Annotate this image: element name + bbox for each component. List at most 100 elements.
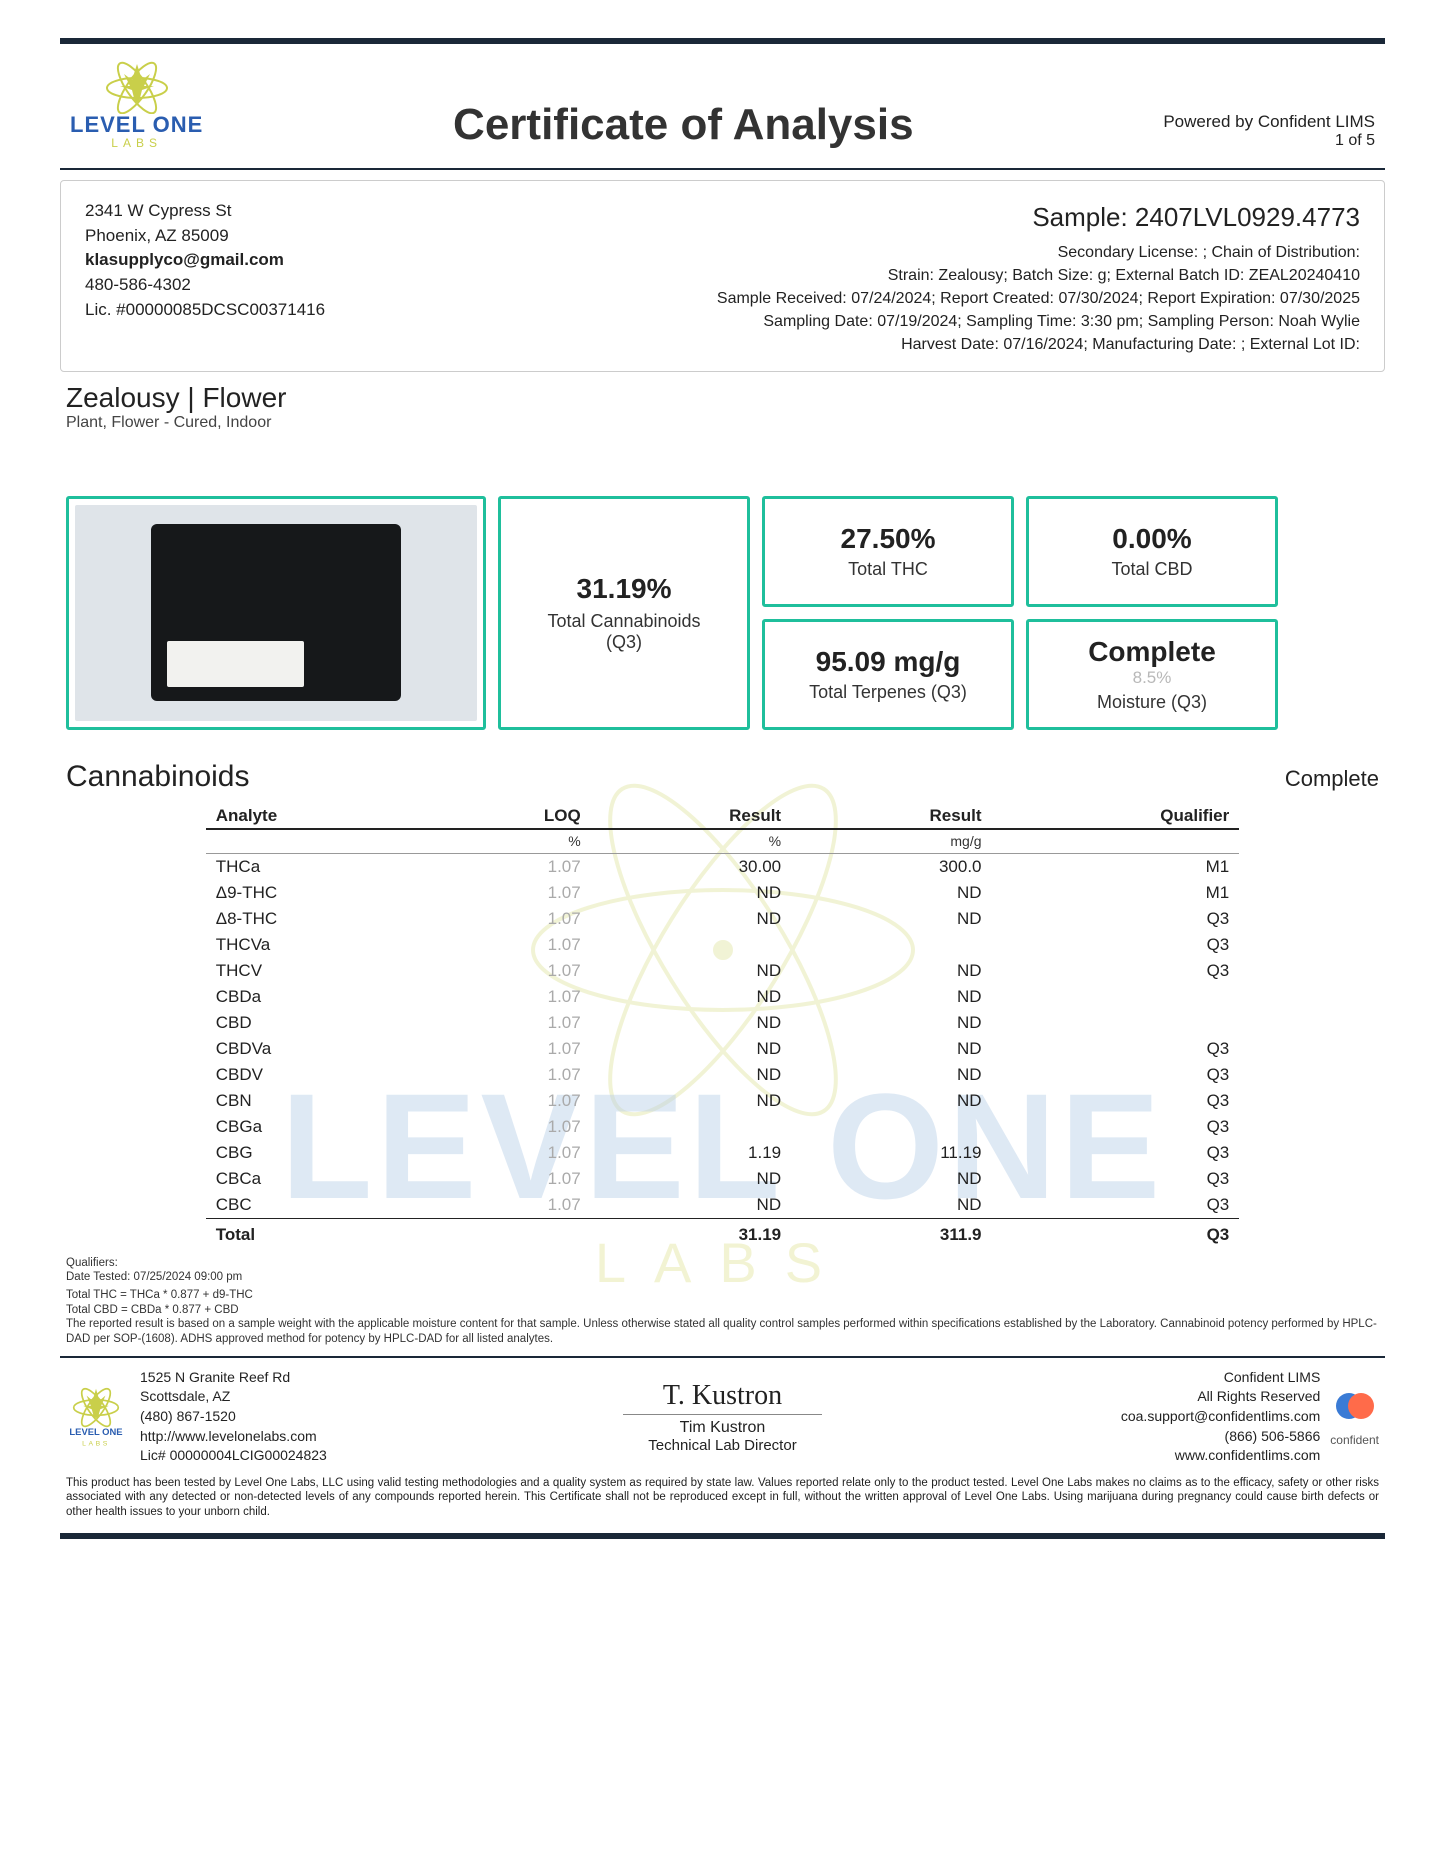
lab-phone: (480) 867-1520 xyxy=(140,1407,327,1427)
page-number: 1 of 5 xyxy=(1163,132,1375,150)
sample-line-3: Sample Received: 07/24/2024; Report Crea… xyxy=(536,287,1360,310)
metric-cbd-label: Total CBD xyxy=(1039,559,1265,580)
svg-text:LEVEL ONE: LEVEL ONE xyxy=(69,1426,122,1437)
table-row: CBDa1.07NDND xyxy=(206,984,1240,1010)
metric-total-cbd: 0.00% Total CBD xyxy=(1026,496,1278,607)
logo-text: LEVEL ONE xyxy=(70,112,203,138)
leaf-atom-icon xyxy=(102,58,172,114)
lab-addr-2: Scottsdale, AZ xyxy=(140,1387,327,1407)
client-address-2: Phoenix, AZ 85009 xyxy=(85,224,506,249)
confident-icon xyxy=(1334,1385,1376,1427)
powered-by: Powered by Confident LIMS 1 of 5 xyxy=(1163,112,1375,150)
metric-cbd-value: 0.00% xyxy=(1039,523,1265,555)
header-rule xyxy=(60,168,1385,170)
col-qualifier: Qualifier xyxy=(992,800,1240,829)
info-card: 2341 W Cypress St Phoenix, AZ 85009 klas… xyxy=(60,180,1385,372)
metric-thc-label: Total THC xyxy=(775,559,1001,580)
metric-total-terpenes: 95.09 mg/g Total Terpenes (Q3) xyxy=(762,619,1014,730)
metric-moist-label: Moisture (Q3) xyxy=(1039,692,1265,713)
footer-leaf-atom-icon: LEVEL ONE LABS xyxy=(66,1385,126,1449)
sample-line-2: Strain: Zealousy; Batch Size: g; Externa… xyxy=(536,264,1360,287)
lims-url: www.confidentlims.com xyxy=(1121,1446,1320,1466)
table-row: CBN1.07NDNDQ3 xyxy=(206,1088,1240,1114)
method-note: The reported result is based on a sample… xyxy=(66,1317,1379,1346)
lab-logo: LEVEL ONE LABS xyxy=(70,58,203,150)
doc-title: Certificate of Analysis xyxy=(203,100,1163,150)
product-subtitle: Plant, Flower - Cured, Indoor xyxy=(66,414,1379,432)
lab-url: http://www.levelonelabs.com xyxy=(140,1427,327,1447)
fine-print: Qualifiers: Date Tested: 07/25/2024 09:0… xyxy=(66,1256,1379,1346)
client-email: klasupplyco@gmail.com xyxy=(85,248,506,273)
client-phone: 480-586-4302 xyxy=(85,273,506,298)
table-row: CBGa1.07Q3 xyxy=(206,1114,1240,1140)
metric-moisture: Complete 8.5% Moisture (Q3) xyxy=(1026,619,1278,730)
metric-cann-label: Total Cannabinoids (Q3) xyxy=(544,611,704,653)
product-block: Zealousy | Flower Plant, Flower - Cured,… xyxy=(60,372,1385,436)
lims-name: Confident LIMS xyxy=(1121,1368,1320,1388)
client-info: 2341 W Cypress St Phoenix, AZ 85009 klas… xyxy=(85,199,506,357)
client-address-1: 2341 W Cypress St xyxy=(85,199,506,224)
table-row: THCV1.07NDNDQ3 xyxy=(206,958,1240,984)
cbd-formula: Total CBD = CBDa * 0.877 + CBD xyxy=(66,1303,1379,1317)
client-license: Lic. #00000085DCSC00371416 xyxy=(85,298,506,323)
table-unit-row: %%mg/g xyxy=(206,829,1240,854)
table-row: CBD1.07NDND xyxy=(206,1010,1240,1036)
sample-line-5: Harvest Date: 07/16/2024; Manufacturing … xyxy=(536,333,1360,356)
metric-total-cannabinoids: 31.19% Total Cannabinoids (Q3) xyxy=(498,496,750,730)
col-result-pct: Result xyxy=(591,800,791,829)
metrics-grid: 27.50% Total THC 0.00% Total CBD 31.19% … xyxy=(60,496,1385,730)
table-row: CBCa1.07NDNDQ3 xyxy=(206,1166,1240,1192)
metric-moist-sub: 8.5% xyxy=(1039,668,1265,688)
table-header-row: Analyte LOQ Result Result Qualifier xyxy=(206,800,1240,829)
lab-lic: Lic# 00000004LCIG00024823 xyxy=(140,1446,327,1466)
lims-email: coa.support@confidentlims.com xyxy=(1121,1407,1320,1427)
col-result-mgg: Result xyxy=(791,800,991,829)
table-row: CBDVa1.07NDNDQ3 xyxy=(206,1036,1240,1062)
table-row: Δ8-THC1.07NDNDQ3 xyxy=(206,906,1240,932)
sample-photo-box xyxy=(66,496,486,730)
metric-terp-value: 95.09 mg/g xyxy=(775,646,1001,678)
header: LEVEL ONE LABS Certificate of Analysis P… xyxy=(60,58,1385,158)
section-header: Cannabinoids Complete xyxy=(66,760,1379,794)
footer-lab: LEVEL ONE LABS 1525 N Granite Reef Rd Sc… xyxy=(66,1368,504,1466)
bottom-rule xyxy=(60,1533,1385,1539)
table-row: THCVa1.07Q3 xyxy=(206,932,1240,958)
sample-photo xyxy=(75,505,477,721)
footer-signature: T. Kustron Tim Kustron Technical Lab Dir… xyxy=(504,1380,942,1454)
metric-thc-value: 27.50% xyxy=(775,523,1001,555)
date-tested: Date Tested: 07/25/2024 09:00 pm xyxy=(66,1270,1379,1284)
signature-script: T. Kustron xyxy=(623,1380,822,1415)
thc-formula: Total THC = THCa * 0.877 + d9-THC xyxy=(66,1288,1379,1302)
sample-info: Sample: 2407LVL0929.4773 Secondary Licen… xyxy=(536,199,1360,357)
col-analyte: Analyte xyxy=(206,800,433,829)
section-status: Complete xyxy=(1285,766,1379,792)
metric-total-thc: 27.50% Total THC xyxy=(762,496,1014,607)
metric-cann-value: 31.19% xyxy=(511,573,737,605)
confident-logo: confident xyxy=(1330,1385,1379,1449)
lims-phone: (866) 506-5866 xyxy=(1121,1427,1320,1447)
table-total-row: Total31.19311.9Q3 xyxy=(206,1218,1240,1248)
metric-moist-value: Complete xyxy=(1039,636,1265,668)
table-row: CBG1.071.1911.19Q3 xyxy=(206,1140,1240,1166)
logo-sub: LABS xyxy=(111,136,162,150)
top-rule xyxy=(60,38,1385,44)
section-title: Cannabinoids xyxy=(66,760,249,794)
powered-text: Powered by Confident LIMS xyxy=(1163,112,1375,132)
legal-disclaimer: This product has been tested by Level On… xyxy=(66,1476,1379,1519)
table-row: CBC1.07NDNDQ3 xyxy=(206,1192,1240,1219)
signature-role: Technical Lab Director xyxy=(504,1437,942,1454)
sample-id: Sample: 2407LVL0929.4773 xyxy=(536,199,1360,237)
metric-terp-label: Total Terpenes (Q3) xyxy=(775,682,1001,703)
sample-line-1: Secondary License: ; Chain of Distributi… xyxy=(536,241,1360,264)
lab-addr-1: 1525 N Granite Reef Rd xyxy=(140,1368,327,1388)
footer-lims: Confident LIMS All Rights Reserved coa.s… xyxy=(941,1368,1379,1466)
product-name: Zealousy | Flower xyxy=(66,382,1379,414)
footer: LEVEL ONE LABS 1525 N Granite Reef Rd Sc… xyxy=(60,1368,1385,1466)
cannabinoids-table: Analyte LOQ Result Result Qualifier %%mg… xyxy=(206,800,1240,1248)
sample-line-4: Sampling Date: 07/19/2024; Sampling Time… xyxy=(536,310,1360,333)
table-row: Δ9-THC1.07NDNDM1 xyxy=(206,880,1240,906)
signature-name: Tim Kustron xyxy=(504,1419,942,1437)
sample-bag-graphic xyxy=(151,524,400,701)
col-loq: LOQ xyxy=(432,800,590,829)
table-row: CBDV1.07NDNDQ3 xyxy=(206,1062,1240,1088)
